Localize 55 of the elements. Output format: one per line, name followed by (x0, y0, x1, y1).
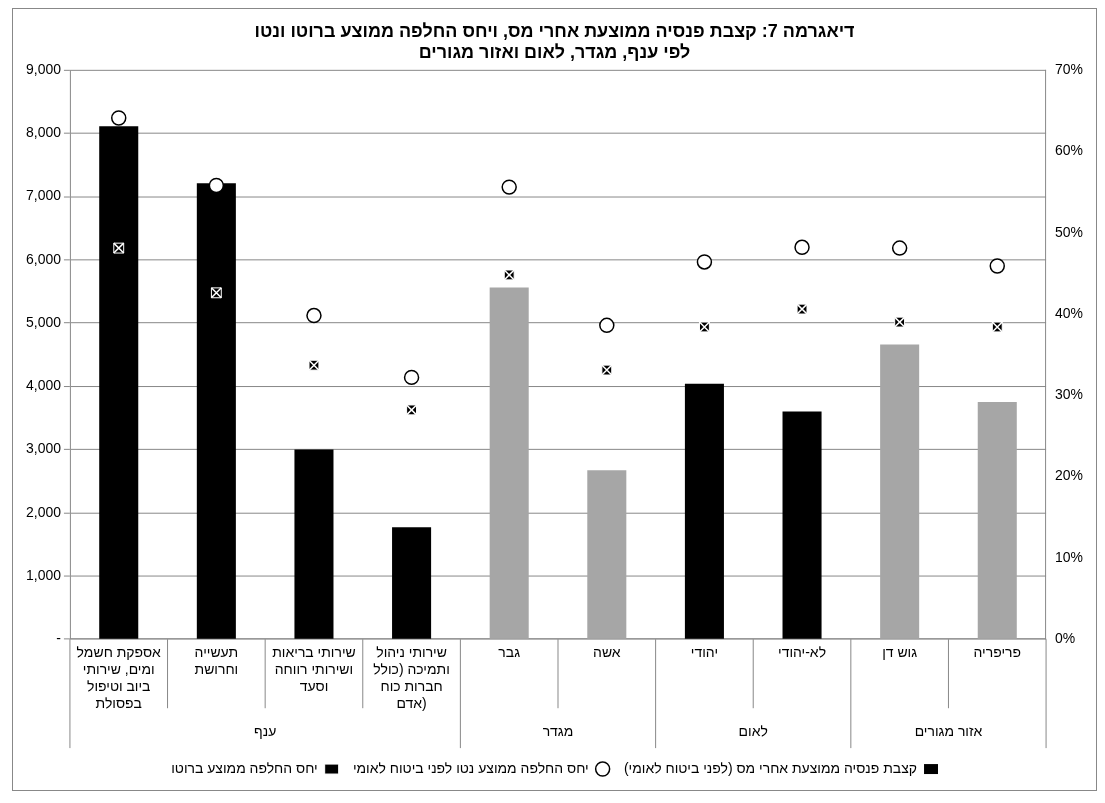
x-tick-label: גבר (498, 644, 521, 661)
bar (782, 411, 822, 639)
bar (489, 287, 529, 639)
y-tick-label: 7,000 (26, 187, 62, 204)
point (696, 254, 713, 270)
y2-tick-label: 20% (1055, 467, 1083, 484)
point (403, 369, 420, 386)
bar (392, 527, 432, 639)
x-tick-label: פריפריה (973, 644, 1022, 661)
bar (587, 470, 627, 639)
y2-tick-label: 0% (1055, 630, 1076, 647)
point (501, 179, 517, 195)
y-tick-label: 9,000 (26, 60, 62, 77)
y2-tick-label: 50% (1055, 223, 1083, 240)
x-tick-label: שירותי ניהול ותמיכה (כולל חברות כוח אדם) (373, 644, 450, 711)
bar (977, 402, 1017, 639)
bar (684, 383, 724, 639)
y-tick-label: 1,000 (26, 566, 62, 583)
legend-label: יחס החלפה ממוצע נטו לפני ביטוח לאומי (352, 759, 589, 776)
y-tick-label: 8,000 (26, 124, 62, 141)
y-tick-label: 5,000 (26, 313, 62, 330)
y2-tick-label: 40% (1055, 304, 1083, 321)
x-tick-label: אשה (593, 644, 621, 661)
point (989, 258, 1005, 274)
text: ענף (254, 723, 277, 739)
point (208, 177, 225, 194)
y-tick-label: 2,000 (26, 503, 62, 520)
x-tick-label: לא-יהודי (778, 644, 827, 661)
point (891, 240, 908, 256)
y-tick-label: 6,000 (26, 250, 62, 267)
y-tick-label: - (56, 630, 62, 647)
x-tick-label: גוש דן (882, 644, 918, 661)
x-tick-label: אספקת חשמל ומים, שירותי ביוב וטיפול בפסולת (76, 644, 162, 711)
x-tick-label: שירותי בריאות ושירותי רווחה וסעד (272, 644, 356, 694)
bar (294, 449, 334, 639)
text: אזור מגורים (914, 723, 983, 739)
point (111, 110, 127, 126)
y2-tick-label: 70% (1055, 60, 1083, 77)
point (306, 307, 322, 324)
y2-tick-label: 30% (1055, 386, 1083, 403)
text: לאום (738, 723, 768, 739)
x-tick-label: תעשייה וחרושת (194, 644, 239, 678)
text: לפי ענף, מגדר, לאום ואזור מגורים (418, 42, 691, 63)
text: דיאגרמה 7: קצבת פנסיה ממוצעת אחרי מס, ויחס החלפה ממוצע ברוטו ונטו (254, 20, 855, 41)
bar (880, 344, 920, 639)
legend-label: קצבת פנסיה ממוצעת אחרי מס (לפני ביטוח לאומי) (623, 759, 918, 776)
point (599, 317, 615, 334)
point (794, 239, 810, 256)
legend-label: יחס החלפה ממוצע ברוטו (171, 759, 318, 776)
text: מגדר (542, 723, 574, 739)
y-tick-label: 3,000 (26, 440, 62, 457)
x-tick-label: יהודי (690, 644, 719, 661)
y2-tick-label: 10% (1055, 548, 1083, 565)
y-tick-label: 4,000 (26, 377, 62, 394)
y2-tick-label: 60% (1055, 142, 1083, 159)
